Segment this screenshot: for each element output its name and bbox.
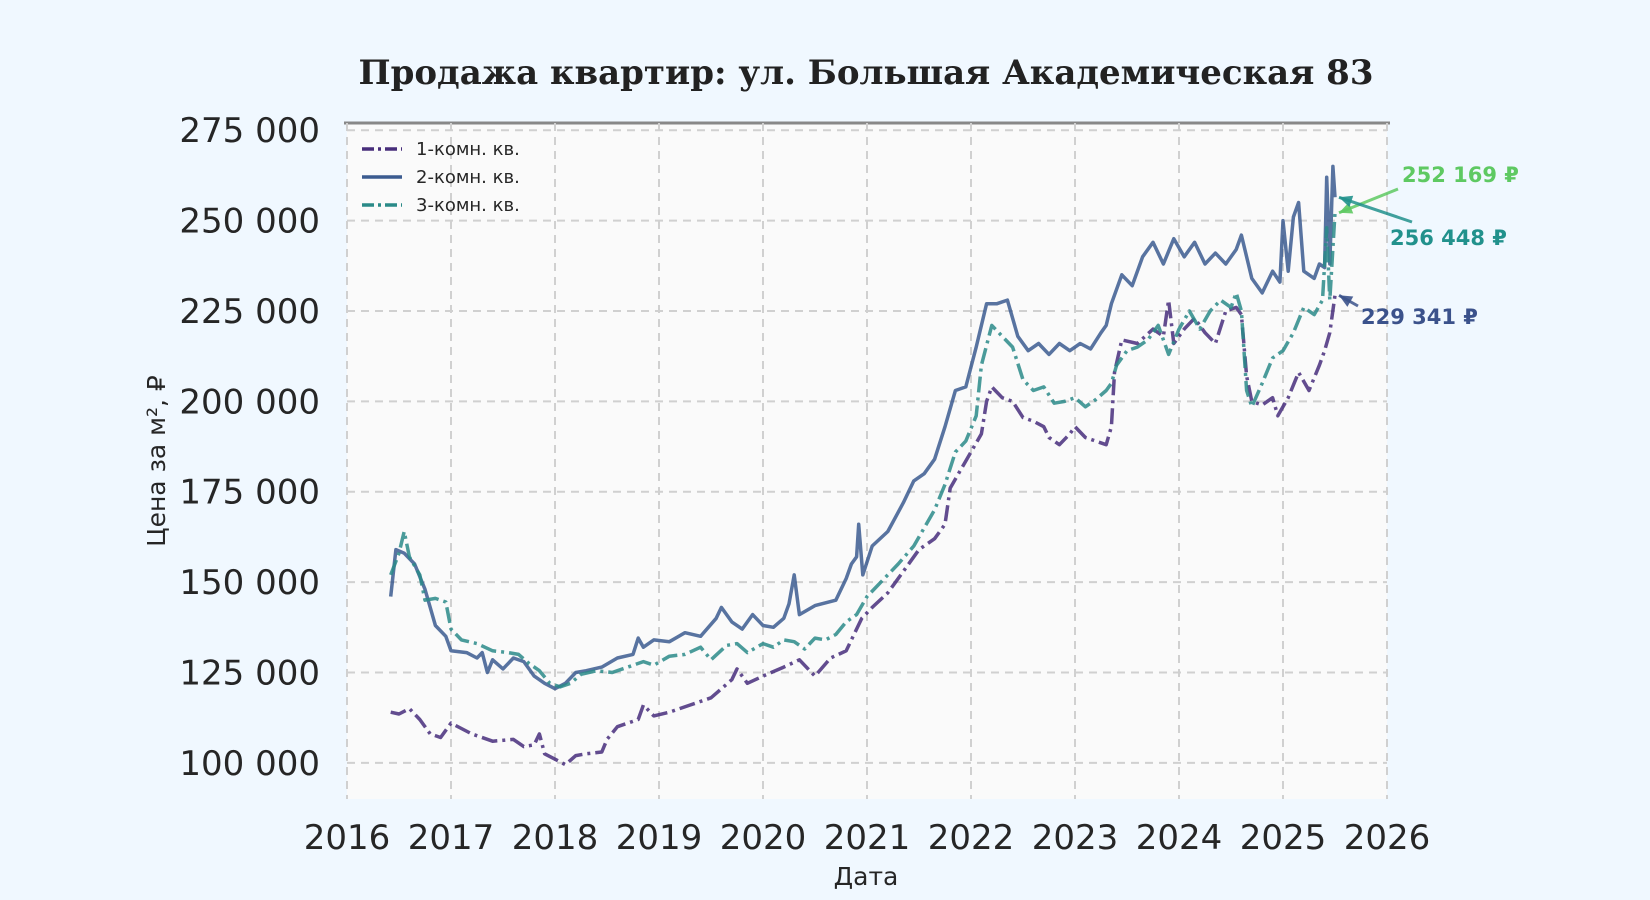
x-tick-label-2016: 2016: [304, 818, 391, 858]
series-line-1-room: [390, 295, 1337, 767]
annotation-layer: 252 169 ₽ 256 448 ₽ 229 341 ₽: [1338, 163, 1519, 329]
y-tick-label-100000: 100 000: [179, 744, 320, 784]
annotation-label-3: 229 341 ₽: [1361, 305, 1478, 329]
y-tick-label-275000: 275 000: [179, 111, 320, 151]
legend: 1-комн. кв. 2-комн. кв. 3-комн. кв.: [362, 139, 520, 216]
x-tick-label-2018: 2018: [512, 818, 599, 858]
y-tick-label-200000: 200 000: [179, 382, 320, 422]
y-tick-label-250000: 250 000: [179, 202, 320, 242]
y-axis-label: Цена за м², ₽: [142, 375, 171, 547]
x-tick-label-2021: 2021: [824, 818, 911, 858]
legend-label-3: 3-комн. кв.: [416, 195, 520, 216]
series-line-2-room: [388, 164, 1337, 691]
annotation-label-2: 256 448 ₽: [1390, 226, 1507, 250]
series-line-3-room: [389, 212, 1337, 689]
x-tick-label-2017: 2017: [408, 818, 495, 858]
legend-label-1: 1-комн. кв.: [416, 139, 520, 160]
y-tick-label-125000: 125 000: [179, 653, 320, 693]
annotation-label-1: 252 169 ₽: [1402, 163, 1519, 187]
x-tick-label-2022: 2022: [928, 818, 1015, 858]
grid: [346, 123, 1388, 799]
x-axis-ticks: 2016 2017 2018 2019 2020 2021 2022 2023 2024 2025…: [304, 818, 1431, 858]
x-tick-label-2020: 2020: [720, 818, 807, 858]
y-tick-label-225000: 225 000: [179, 292, 320, 332]
annotation-arrowhead-3: [1339, 295, 1354, 307]
annotation-arrowhead-2: [1339, 195, 1354, 208]
chart-title: Продажа квартир: ул. Большая Академическ…: [359, 53, 1374, 93]
y-tick-label-150000: 150 000: [179, 563, 320, 603]
series-layer: [388, 164, 1337, 767]
legend-label-2: 2-комн. кв.: [416, 167, 520, 188]
x-axis-label: Дата: [834, 862, 899, 891]
y-tick-label-175000: 175 000: [179, 473, 320, 513]
x-tick-label-2019: 2019: [616, 818, 703, 858]
x-tick-label-2024: 2024: [1136, 818, 1223, 858]
x-tick-label-2023: 2023: [1032, 818, 1119, 858]
x-tick-label-2025: 2025: [1240, 818, 1327, 858]
y-axis-ticks: 100 000 125 000 150 000 175 000 200 000 225 0…: [179, 111, 320, 784]
x-tick-label-2026: 2026: [1344, 818, 1431, 858]
